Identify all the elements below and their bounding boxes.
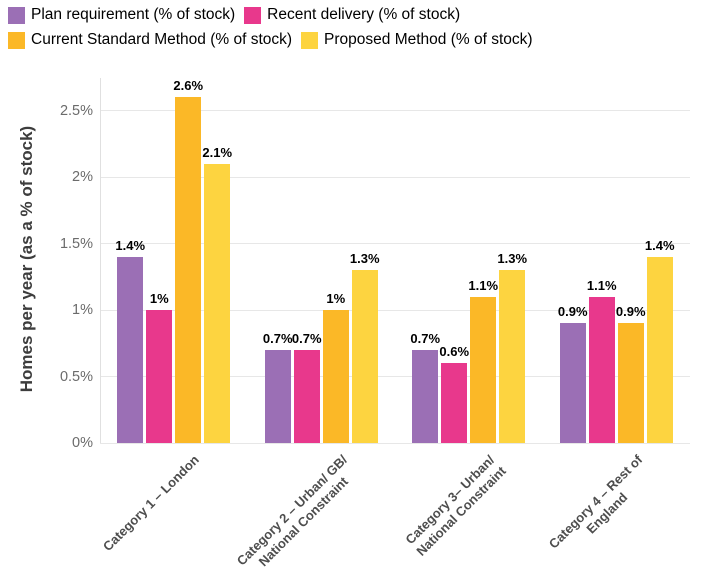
legend-item-label: Current Standard Method (% of stock) bbox=[31, 31, 293, 48]
x-axis-label-line: National Constraint bbox=[255, 473, 351, 567]
legend-swatch-icon bbox=[244, 6, 262, 24]
bar-recent-cat4 bbox=[588, 296, 615, 443]
x-axis-label-line: Category 1 – London bbox=[100, 452, 203, 555]
bar-plan-cat1 bbox=[117, 256, 144, 443]
legend-swatch-icon bbox=[8, 6, 25, 24]
y-tick-label: 0% bbox=[72, 435, 93, 451]
legend-swatch-icon bbox=[301, 31, 319, 49]
bar-value-label: 0.7% bbox=[410, 330, 441, 346]
bar-value-label: 1.3% bbox=[497, 251, 528, 267]
bar-proposed-cat4 bbox=[646, 256, 673, 443]
bar-value-label: 1.4% bbox=[115, 237, 146, 253]
bar-value-label: 1.4% bbox=[644, 237, 675, 253]
bar-current-cat1 bbox=[175, 97, 202, 443]
x-axis-category-label: Category 3– Urban/National Constraint bbox=[402, 452, 509, 559]
bar-proposed-cat2 bbox=[351, 270, 378, 443]
bar-current-cat3 bbox=[470, 296, 497, 443]
y-tick-label: 0.5% bbox=[59, 368, 93, 385]
bar-plan-cat4 bbox=[559, 323, 586, 443]
y-tick-label: 2% bbox=[72, 169, 93, 185]
gridline-2% bbox=[100, 176, 690, 178]
bar-recent-cat2 bbox=[293, 349, 320, 443]
gridline-1.5% bbox=[100, 243, 690, 244]
bar-plan-cat3 bbox=[412, 349, 439, 443]
bar-proposed-cat1 bbox=[204, 163, 231, 443]
x-axis-category-label: Category 1 – London bbox=[100, 452, 203, 555]
x-axis-label-line: Category 2 – Urban/ GB/ bbox=[233, 452, 350, 567]
legend-item[interactable]: Current Standard Method (% of stock) bbox=[8, 31, 292, 49]
legend: Plan requirement (% of stock) Recent deli… bbox=[8, 6, 628, 49]
bar-plan-cat2 bbox=[264, 349, 291, 443]
bar-current-cat2 bbox=[322, 310, 349, 443]
bar-current-cat4 bbox=[617, 323, 644, 443]
legend-item-label: Recent delivery (% of stock) bbox=[267, 6, 461, 23]
legend-item-label: Proposed Method (% of stock) bbox=[324, 31, 533, 48]
bar-value-label: 2.6% bbox=[173, 78, 204, 94]
gridline-0% bbox=[100, 442, 690, 444]
gridline-0.5% bbox=[100, 376, 690, 377]
y-axis-line bbox=[100, 78, 101, 443]
y-axis-title: Homes per year (as a % of stock) bbox=[17, 125, 36, 393]
legend-item[interactable]: Recent delivery (% of stock) bbox=[244, 6, 460, 24]
bar-recent-cat1 bbox=[146, 310, 173, 443]
bar-recent-cat3 bbox=[441, 363, 468, 443]
bar-value-label: 0.7% bbox=[262, 330, 293, 346]
x-axis-category-label: Category 2 – Urban/ GB/National Constrai… bbox=[234, 452, 362, 567]
legend-item[interactable]: Plan requirement (% of stock) bbox=[8, 6, 235, 24]
legend-item[interactable]: Proposed Method (% of stock) bbox=[301, 31, 533, 49]
legend-item-label: Plan requirement (% of stock) bbox=[31, 6, 236, 23]
gridline-2.5% bbox=[100, 110, 690, 111]
y-tick-label: 1.5% bbox=[59, 235, 93, 252]
x-axis-label-line: Category 4 – Rest of bbox=[545, 452, 645, 552]
legend-swatch-icon bbox=[8, 31, 25, 49]
y-tick-label: 1% bbox=[72, 302, 93, 318]
bar-value-label: 1.3% bbox=[349, 251, 380, 267]
gridline-1% bbox=[100, 309, 690, 311]
bar-value-label: 1.1% bbox=[586, 277, 617, 293]
x-axis-category-label: Category 4 – Rest of England bbox=[545, 452, 656, 563]
bar-proposed-cat3 bbox=[499, 270, 526, 443]
y-tick-label: 2.5% bbox=[59, 102, 93, 119]
